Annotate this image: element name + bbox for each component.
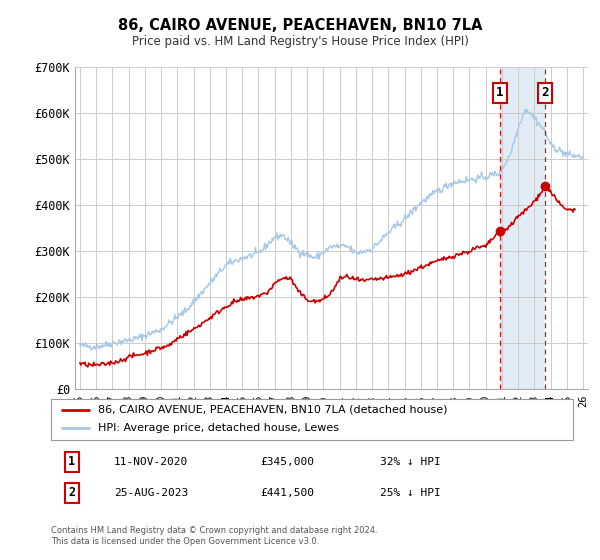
Bar [500, 67, 545, 389]
Text: 1: 1 [496, 86, 503, 100]
Text: 25-AUG-2023: 25-AUG-2023 [113, 488, 188, 498]
Text: Contains HM Land Registry data © Crown copyright and database right 2024.: Contains HM Land Registry data © Crown c… [51, 526, 377, 535]
Bar [545, 67, 591, 389]
Text: 11-NOV-2020: 11-NOV-2020 [113, 457, 188, 467]
Text: This data is licensed under the Open Government Licence v3.0.: This data is licensed under the Open Gov… [51, 537, 319, 546]
FancyBboxPatch shape [51, 399, 573, 440]
Bar [545, 67, 591, 389]
Text: 32% ↓ HPI: 32% ↓ HPI [380, 457, 440, 467]
Text: 86, CAIRO AVENUE, PEACEHAVEN, BN10 7LA (detached house): 86, CAIRO AVENUE, PEACEHAVEN, BN10 7LA (… [98, 405, 448, 415]
Text: 25% ↓ HPI: 25% ↓ HPI [380, 488, 440, 498]
Text: 2: 2 [68, 486, 76, 500]
Text: Price paid vs. HM Land Registry's House Price Index (HPI): Price paid vs. HM Land Registry's House … [131, 35, 469, 49]
Text: 2: 2 [541, 86, 549, 100]
Text: HPI: Average price, detached house, Lewes: HPI: Average price, detached house, Lewe… [98, 423, 339, 433]
Text: 86, CAIRO AVENUE, PEACEHAVEN, BN10 7LA: 86, CAIRO AVENUE, PEACEHAVEN, BN10 7LA [118, 18, 482, 32]
Text: £441,500: £441,500 [260, 488, 314, 498]
Text: 1: 1 [68, 455, 76, 469]
Text: £345,000: £345,000 [260, 457, 314, 467]
